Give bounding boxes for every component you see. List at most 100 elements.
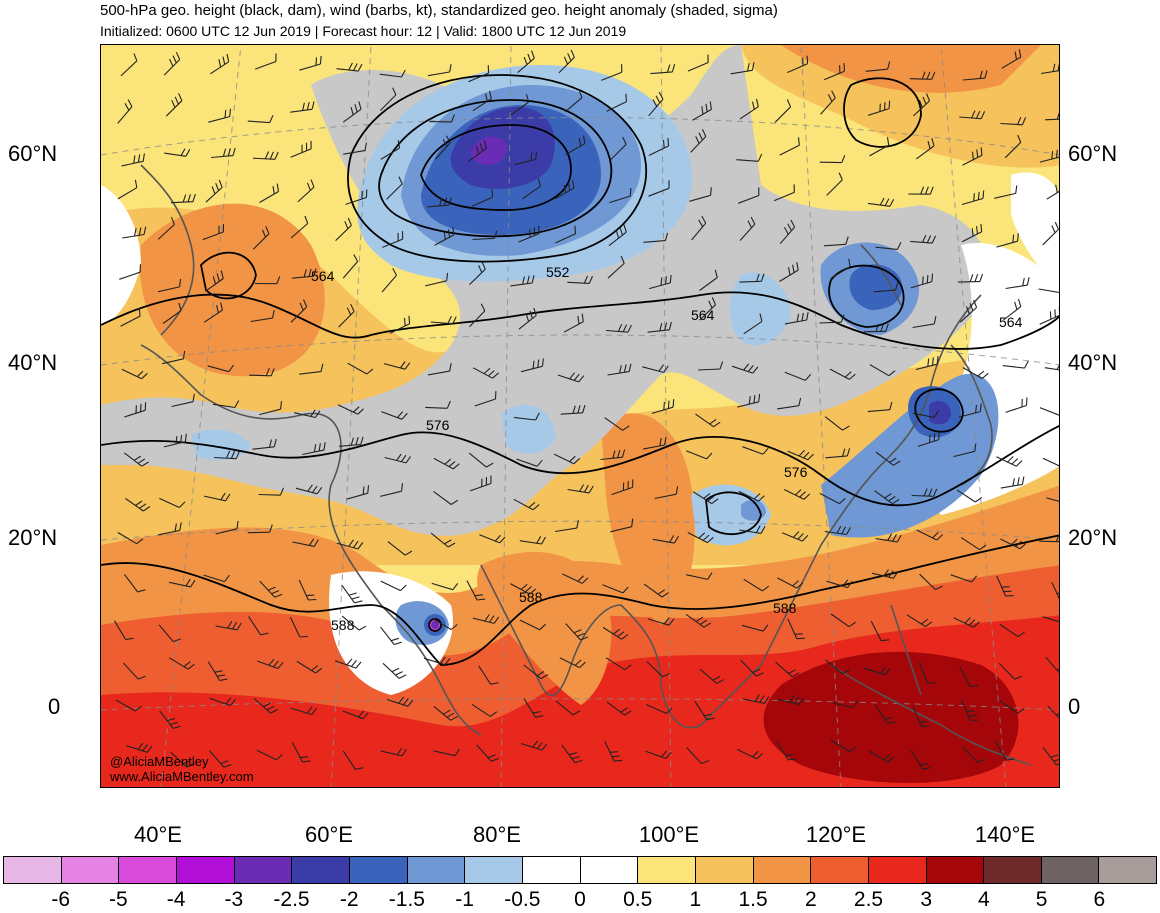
wind-barb [302, 442, 326, 456]
wind-barb [648, 274, 672, 290]
height-contours [101, 74, 1059, 666]
lat-label-40n-left: 40°N [8, 350, 58, 375]
wind-barb [694, 701, 715, 721]
wind-barb [642, 437, 667, 450]
lon-label-40e: 40°E [134, 822, 182, 847]
wind-barb [163, 51, 181, 76]
wind-barb [606, 323, 632, 333]
wind-barb [871, 569, 899, 579]
wind-barb [427, 363, 452, 376]
wind-barb [471, 703, 498, 717]
wind-barb [915, 138, 935, 160]
wind-barb [1042, 747, 1059, 766]
wind-barb [516, 458, 543, 467]
wind-barb [604, 417, 630, 431]
wind-barb [209, 53, 230, 75]
colorbar-label: 2 [804, 888, 817, 911]
wind-barb [296, 660, 323, 674]
wind-barb [513, 412, 540, 421]
anomaly-mongolia-lightblue [729, 272, 791, 346]
wind-barb [342, 101, 362, 123]
wind-barb [606, 701, 632, 716]
wind-barb [510, 94, 530, 116]
wind-barb [169, 657, 195, 670]
wind-barb [1042, 616, 1059, 623]
wind-barb [829, 368, 856, 380]
wind-barb [336, 62, 363, 72]
wind-barb [433, 705, 458, 721]
meridian-80e [500, 45, 512, 787]
wind-barb [996, 456, 1023, 467]
wind-barb [601, 64, 623, 81]
wind-barb [996, 233, 1019, 248]
wind-barb [918, 662, 936, 684]
wind-barb [247, 524, 273, 534]
wind-barb [215, 621, 242, 631]
wind-barb [996, 575, 1014, 597]
wind-barb [1044, 364, 1059, 371]
wind-barb [205, 179, 223, 203]
wind-barb [1038, 288, 1059, 293]
wind-barb [611, 479, 634, 496]
wind-barb [430, 315, 457, 325]
wind-barb [783, 489, 811, 500]
wind-barb [165, 93, 183, 117]
wind-barb [1003, 298, 1022, 321]
wind-barb [157, 216, 175, 240]
wind-barb [380, 626, 402, 646]
wind-barb [1002, 360, 1029, 369]
wind-barb [824, 416, 850, 431]
wind-barb [297, 179, 315, 203]
wind-barb [739, 98, 759, 120]
wind-barb [557, 372, 585, 383]
anomaly-tibet-lightblue [501, 404, 556, 454]
wind-barb [117, 532, 144, 545]
wind-barb [830, 613, 857, 628]
colorbar-label: 4 [978, 888, 990, 911]
wind-barb [123, 452, 149, 467]
wind-barb [1047, 705, 1059, 719]
wind-barb [380, 747, 407, 757]
wind-barb [743, 578, 770, 592]
wind-barb [777, 397, 802, 410]
wind-barb [777, 577, 804, 589]
wind-barb [685, 450, 713, 460]
wind-barb [961, 190, 985, 206]
wind-barbs [113, 49, 1059, 770]
meridian-40e [160, 45, 242, 787]
wind-barb [523, 664, 549, 680]
wind-barb [742, 694, 770, 704]
lon-label-60e: 60°E [305, 822, 353, 847]
wind-barb [779, 262, 799, 282]
coast-china [760, 294, 982, 666]
wind-barb [916, 529, 944, 541]
meridian-140e [940, 45, 1007, 787]
colorbar [3, 856, 1157, 884]
wind-barb [343, 142, 368, 155]
wind-barb [259, 401, 283, 416]
wind-barb [869, 137, 890, 157]
wind-barb [159, 710, 181, 729]
wind-barb [429, 114, 455, 123]
colorbar-label: 3 [920, 888, 933, 911]
wind-barb [510, 583, 537, 595]
wind-barb [510, 275, 535, 287]
wind-barb [117, 99, 133, 124]
contour-label-564-west: 564 [311, 268, 335, 284]
wind-barb [513, 498, 540, 511]
wind-barb [685, 613, 712, 628]
wind-barb [434, 226, 455, 246]
lon-label-100e: 100°E [638, 822, 700, 847]
wind-barb [117, 179, 138, 200]
wind-barb [910, 273, 934, 289]
wind-barb [819, 492, 846, 505]
wind-barb [994, 740, 1015, 761]
contour-manchuria-low [828, 264, 905, 328]
wind-barb [520, 358, 544, 373]
wind-barb [690, 128, 707, 153]
wind-barb [957, 273, 984, 283]
wind-barb [252, 151, 279, 160]
wind-barb [738, 490, 765, 502]
wind-barb [248, 616, 269, 636]
wind-barb [1040, 63, 1059, 75]
